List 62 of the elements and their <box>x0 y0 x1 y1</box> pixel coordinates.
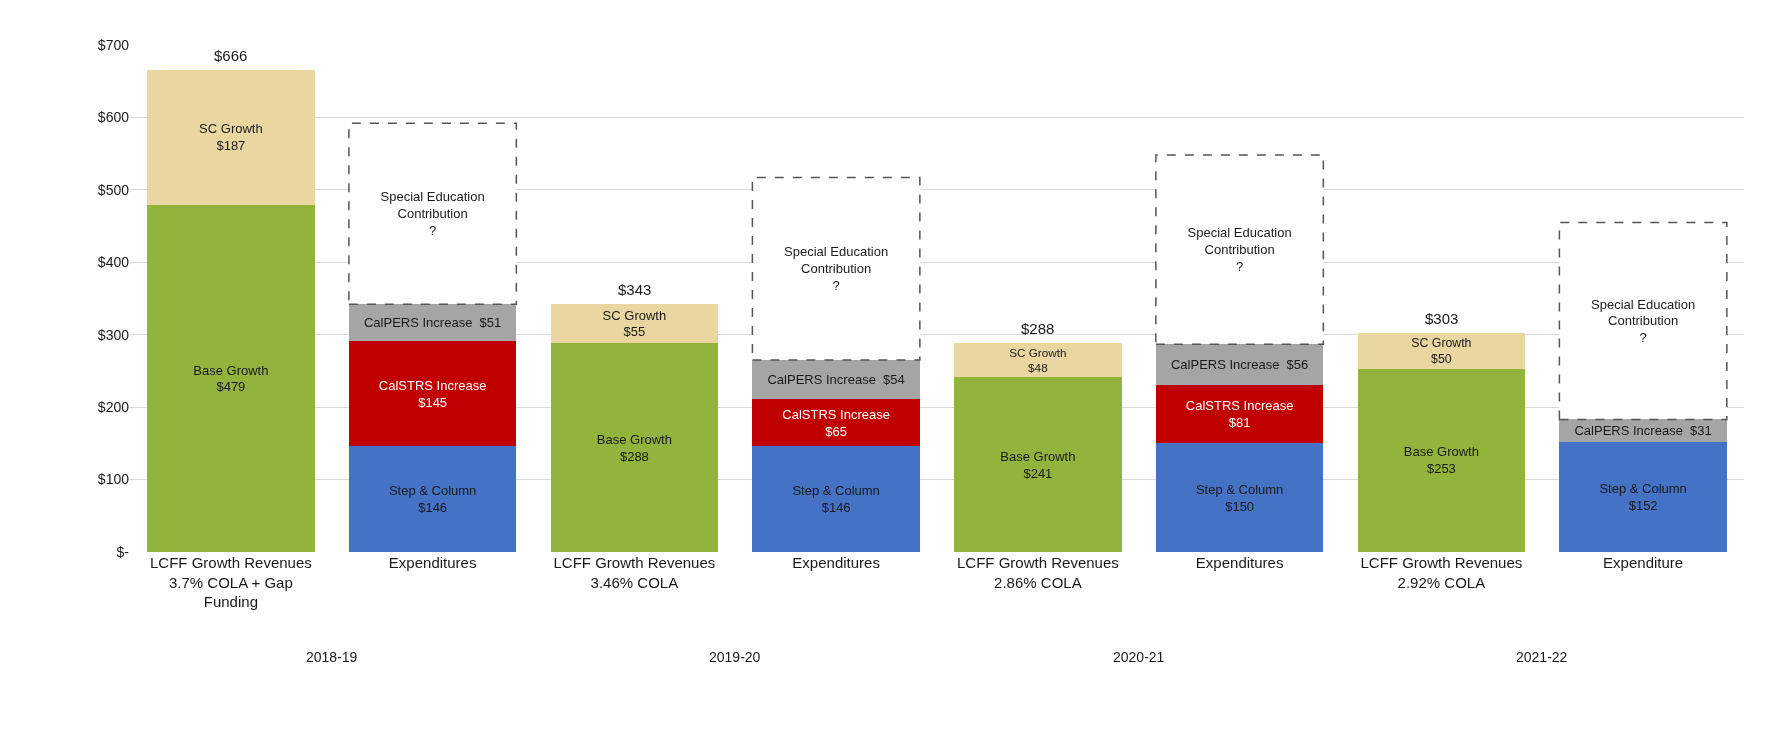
bar <box>954 342 1122 378</box>
x-tick-label: Expenditures <box>388 554 477 571</box>
data-label: Special Education Contribution ? <box>1591 296 1696 346</box>
x-tick-label: LCFF Growth Revenues 2.92% COLA <box>1360 554 1523 591</box>
text: 2018-19 <box>306 649 358 665</box>
data-label: SC Growth $55 <box>602 307 667 340</box>
y-tick-label: $200 <box>97 399 130 416</box>
bar <box>1357 332 1526 369</box>
data-label: Base Growth $253 <box>1403 444 1479 477</box>
data-label: CalPERS Increase $54 <box>767 372 905 388</box>
bar <box>752 399 920 447</box>
bar <box>550 303 719 344</box>
bar <box>1155 443 1324 552</box>
y-tick-label: $400 <box>97 254 130 271</box>
data-label: SC Growth $50 <box>1411 335 1472 366</box>
x-tick-label: Expenditures <box>792 554 880 571</box>
bar <box>550 343 719 552</box>
text: 2020-21 <box>1113 649 1165 665</box>
y-tick-label: $700 <box>97 36 130 53</box>
bar <box>954 377 1122 552</box>
x-tick-label: LCFF Growth Revenues 2.86% COLA <box>957 554 1119 591</box>
data-label: SC Growth $187 <box>199 121 263 154</box>
x-tick-label: Expenditures <box>1195 554 1284 571</box>
bar <box>147 69 315 206</box>
bar <box>147 205 315 552</box>
total-label: $343 <box>618 281 652 298</box>
data-label: SC Growth $48 <box>1009 345 1067 374</box>
x-tick-label: LCFF Growth Revenues 3.46% COLA <box>553 554 716 591</box>
data-label: CalPERS Increase $51 <box>363 315 502 331</box>
y-tick-label: $- <box>116 543 130 560</box>
total-label: $666 <box>214 47 248 64</box>
bar <box>1357 368 1526 552</box>
data-label: CalSTRS Increase $145 <box>378 377 487 410</box>
data-label: CalSTRS Increase $65 <box>782 406 890 439</box>
data-label: Step & Column $152 <box>1599 481 1687 513</box>
data-label: Base Growth $241 <box>1000 448 1076 481</box>
data-label: Special Education Contribution ? <box>380 189 485 239</box>
text: 2019-20 <box>709 649 761 665</box>
y-tick-label: $100 <box>97 471 130 488</box>
text: 2021-22 <box>1516 649 1568 665</box>
bar <box>752 446 920 552</box>
data-label: Step & Column $150 <box>1195 481 1284 514</box>
y-tick-label: $600 <box>97 109 130 126</box>
data-label: Step & Column $146 <box>388 483 477 516</box>
data-label: Special Education Contribution ? <box>1187 225 1292 275</box>
total-label: $303 <box>1425 310 1459 327</box>
data-label: CalPERS Increase $31 <box>1574 423 1712 439</box>
data-label: Special Education Contribution ? <box>784 244 889 294</box>
data-label: CalPERS Increase $56 <box>1170 356 1309 372</box>
data-label: CalSTRS Increase $81 <box>1185 398 1294 430</box>
data-label: Step & Column $146 <box>792 483 880 516</box>
x-tick-label: LCFF Growth Revenues 3.7% COLA + Gap Funding <box>150 554 312 610</box>
data-label: Base Growth $479 <box>193 362 269 395</box>
bar <box>1559 441 1727 552</box>
data-label: Base Growth $288 <box>596 431 672 464</box>
y-tick-label: $300 <box>97 326 130 343</box>
bar <box>1155 384 1324 444</box>
bar <box>348 446 517 552</box>
total-label: $288 <box>1021 320 1055 337</box>
y-tick-label: $500 <box>97 181 130 198</box>
bar <box>348 341 517 447</box>
x-tick-label: Expenditure <box>1603 554 1684 571</box>
